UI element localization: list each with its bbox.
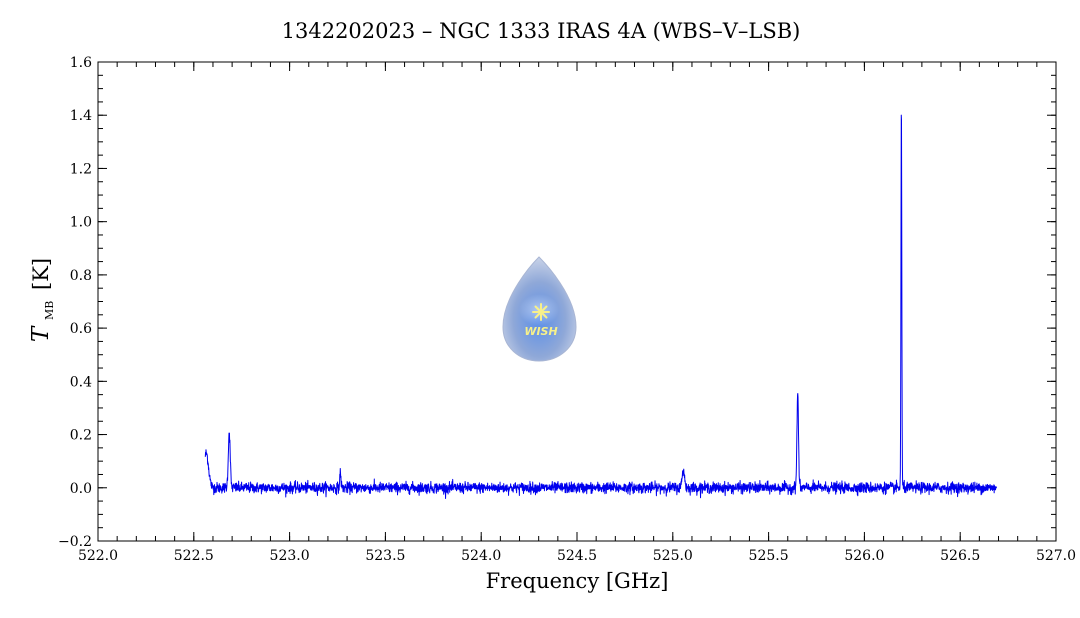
axis-ticks [97, 61, 1057, 542]
y-tick-label: 1.4 [70, 108, 92, 124]
chart-title: 1342202023 – NGC 1333 IRAS 4A (WBS–V–LSB… [282, 19, 801, 43]
star-icon [532, 303, 550, 321]
x-tick-label: 525.0 [653, 548, 693, 564]
y-tick-label: 1.0 [70, 215, 92, 231]
plot-frame [97, 61, 1057, 542]
y-tick-label: 1.6 [70, 55, 92, 71]
x-tick-label: 523.0 [270, 548, 310, 564]
y-axis-label-unit: [K] [29, 258, 53, 290]
x-tick-label: 523.5 [365, 548, 405, 564]
x-tick-label: 527.0 [1036, 548, 1076, 564]
x-tick-label: 522.0 [78, 548, 118, 564]
x-axis-label: Frequency [GHz] [486, 569, 669, 593]
x-tick-label: 522.5 [174, 548, 214, 564]
y-tick-label: 0.4 [70, 374, 92, 390]
series-line [204, 114, 997, 499]
y-axis-label: T MB [K] [28, 258, 58, 342]
x-tick-label: 525.5 [749, 548, 789, 564]
y-tick-label: 0.6 [70, 321, 92, 337]
y-tick-label: 0.2 [70, 428, 92, 444]
x-tick-label: 526.0 [844, 548, 884, 564]
wish-logo: WISH [502, 256, 577, 362]
y-tick-label: 1.2 [70, 161, 92, 177]
x-tick-label: 524.5 [557, 548, 597, 564]
x-tick-labels: 522.0 522.5 523.0 523.5 524.0 524.5 525.0 525.5… [78, 548, 1076, 564]
svg-text:T MB [K]: T MB [K] [28, 258, 58, 342]
y-axis-label-sub: MB [43, 301, 56, 320]
x-tick-label: 524.0 [461, 548, 501, 564]
y-tick-labels: −0.2 0.0 0.2 0.4 0.6 0.8 1.0 1.2 1.4 1.6 [58, 55, 92, 550]
x-tick-label: 526.5 [940, 548, 980, 564]
y-tick-label: 0.8 [70, 268, 92, 284]
y-axis-label-main: T [28, 325, 54, 342]
y-tick-label: 0.0 [70, 481, 92, 497]
logo-label: WISH [524, 325, 557, 338]
spectrum-series [204, 114, 997, 499]
y-tick-label: −0.2 [58, 534, 92, 550]
